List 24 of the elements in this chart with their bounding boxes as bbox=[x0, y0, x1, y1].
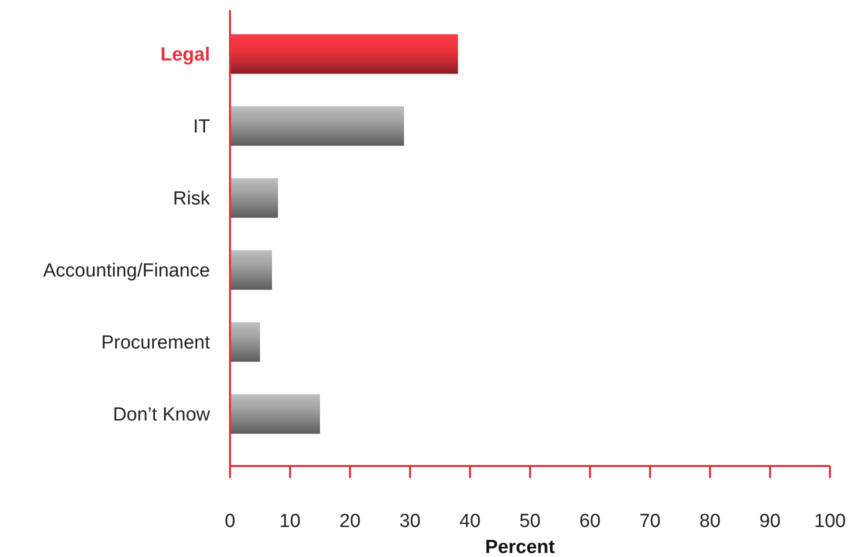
x-tick-label: 0 bbox=[224, 511, 236, 532]
y-tick-label: IT bbox=[193, 116, 210, 138]
x-tick-label: 10 bbox=[279, 511, 301, 532]
y-tick-label: Don’t Know bbox=[112, 404, 210, 426]
bar bbox=[230, 178, 278, 218]
bar bbox=[230, 34, 458, 74]
x-tick-label: 30 bbox=[399, 511, 421, 532]
y-tick-label: Accounting/Finance bbox=[43, 260, 210, 282]
x-tick-label: 100 bbox=[814, 511, 846, 532]
x-axis-title: Percent bbox=[485, 537, 556, 557]
bar bbox=[230, 394, 320, 434]
x-tick-label: 50 bbox=[519, 511, 541, 532]
x-tick-label: 60 bbox=[579, 511, 601, 532]
bar bbox=[230, 250, 272, 290]
x-tick-label: 80 bbox=[699, 511, 721, 532]
y-tick-label: Procurement bbox=[101, 332, 211, 354]
x-tick-label: 20 bbox=[339, 511, 361, 532]
y-tick-label: Risk bbox=[173, 188, 210, 210]
x-tick-label: 90 bbox=[759, 511, 781, 532]
y-tick-label: Legal bbox=[160, 44, 210, 66]
x-tick-label: 70 bbox=[639, 511, 661, 532]
bar bbox=[230, 322, 260, 362]
bar bbox=[230, 106, 404, 146]
x-tick-label: 40 bbox=[459, 511, 481, 532]
